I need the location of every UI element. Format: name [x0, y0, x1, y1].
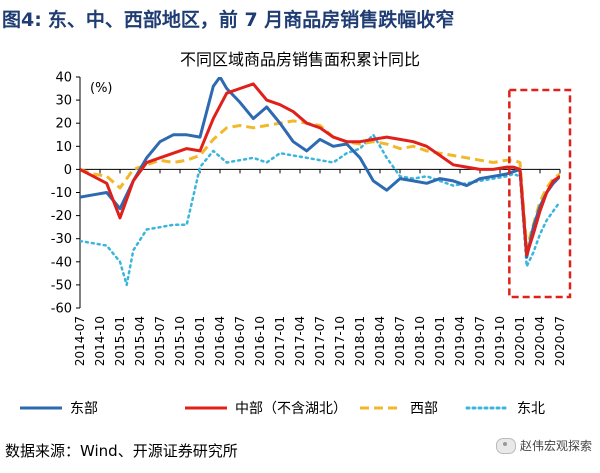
x-tick-label: 2018-01 [353, 316, 367, 366]
x-tick-label: 2020-04 [533, 316, 547, 366]
x-tick-label: 2014-10 [93, 316, 107, 366]
y-tick-label: -40 [51, 255, 72, 270]
x-tick-label: 2015-01 [113, 316, 127, 366]
x-tick-label: 2018-07 [393, 316, 407, 366]
x-tick-label: 2018-04 [373, 316, 387, 366]
y-axis: 40 30 20 10 0 -10 -20 -30 -40 -50 -60 [51, 71, 80, 317]
wechat-icon [495, 437, 516, 454]
footer: 数据来源：Wind、开源证券研究所 赵伟宏观探索 [0, 430, 600, 473]
y-tick-label: 40 [55, 71, 72, 86]
y-tick-label: -10 [51, 186, 72, 201]
figure-title-text: 东、中、西部地区，前 7 月商品房销售跌幅收窄 [47, 9, 455, 31]
x-tick-label: 2019-01 [433, 316, 447, 366]
x-tick-label: 2016-07 [233, 316, 247, 366]
highlight-box [508, 88, 572, 299]
y-tick-label: 30 [55, 94, 72, 109]
series-line-northeast [80, 133, 560, 287]
source-note: 数据来源：Wind、开源证券研究所 [5, 442, 238, 460]
chart-title: 不同区域商品房销售面积累计同比 [180, 50, 420, 69]
y-tick-label: -60 [51, 302, 72, 317]
x-tick-label: 2014-07 [73, 316, 87, 366]
x-tick-label: 2019-04 [453, 316, 467, 366]
x-tick-label: 2019-10 [493, 316, 507, 366]
figure-number: 图4: [2, 9, 42, 31]
watermark: 赵伟宏观探索 [495, 437, 592, 454]
series-line-central [80, 82, 560, 257]
x-tick-label: 2015-07 [153, 316, 167, 366]
x-tick-label: 2016-01 [193, 316, 207, 366]
legend-label-east: 东部 [70, 401, 98, 417]
chart: 不同区域商品房销售面积累计同比 (%) 40 30 20 10 0 -10 -20 -30 -4… [20, 50, 572, 417]
y-tick-label: -30 [51, 232, 72, 247]
x-tick-label: 2017-07 [313, 316, 327, 366]
x-tick-label: 2015-04 [133, 316, 147, 366]
y-tick-label: 10 [55, 140, 72, 155]
x-tick-label: 2018-10 [413, 316, 427, 366]
x-tick-label: 2015-10 [173, 316, 187, 366]
y-tick-label: -20 [51, 209, 72, 224]
legend-label-northeast: 东北 [517, 401, 545, 417]
x-tick-label: 2016-04 [213, 316, 227, 366]
axes [79, 77, 560, 308]
y-tick-label: 20 [55, 117, 72, 132]
x-tick-label: 2017-01 [273, 316, 287, 366]
x-axis: 2014-07 2014-10 2015-01 2015-04 2015-07 2015-… [73, 169, 567, 366]
legend-label-central: 中部（不含湖北） [235, 401, 347, 417]
y-axis-unit: (%) [90, 81, 113, 96]
y-tick-label: -50 [51, 278, 72, 293]
x-tick-label: 2019-07 [473, 316, 487, 366]
x-tick-label: 2017-10 [333, 316, 347, 366]
legend: 东部 中部（不含湖北） 西部 东北 [20, 401, 545, 417]
x-tick-label: 2017-04 [293, 316, 307, 366]
x-tick-label: 2016-10 [253, 316, 267, 366]
x-tick-label: 2020-01 [513, 316, 527, 366]
x-tick-label: 2020-07 [553, 316, 567, 366]
legend-label-west: 西部 [410, 401, 438, 417]
figure-title: 图4: 东、中、西部地区，前 7 月商品房销售跌幅收窄 [0, 0, 600, 40]
y-tick-label: 0 [64, 163, 72, 178]
watermark-text: 赵伟宏观探索 [519, 439, 592, 453]
series-line-east [80, 77, 560, 259]
series-lines [80, 77, 560, 287]
